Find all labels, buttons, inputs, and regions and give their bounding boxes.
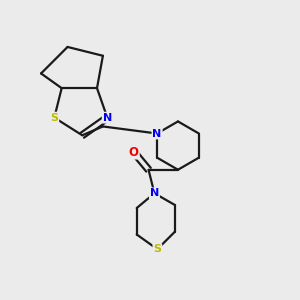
- Text: N: N: [103, 112, 112, 123]
- Text: N: N: [152, 128, 162, 139]
- Text: S: S: [50, 112, 58, 123]
- Text: N: N: [150, 188, 159, 198]
- Text: S: S: [153, 244, 161, 254]
- Text: O: O: [129, 146, 139, 159]
